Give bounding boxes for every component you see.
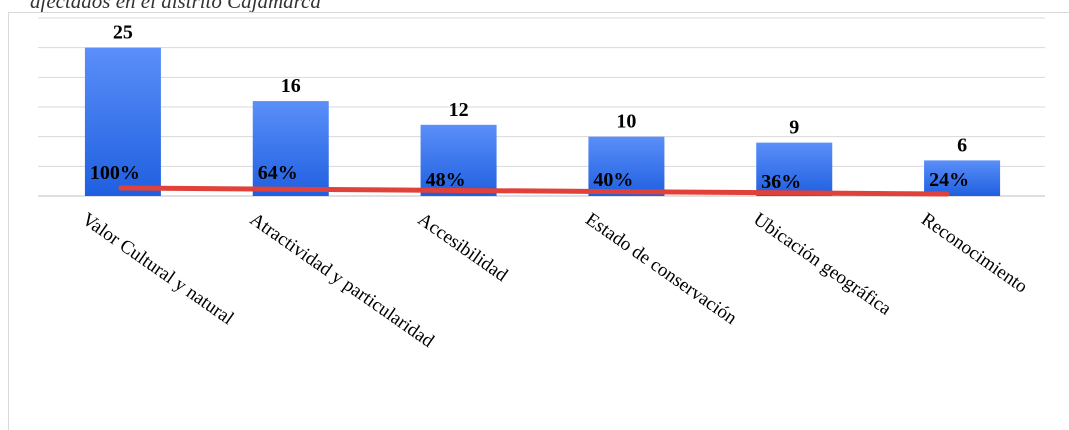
- category-label: Valor Cultural y natural: [78, 209, 237, 329]
- category-labels: Valor Cultural y natural Atractividad y p…: [78, 209, 1031, 352]
- value-label: 6: [957, 134, 967, 156]
- gridlines: [38, 17, 1045, 197]
- value-label: 25: [113, 22, 133, 44]
- bars: [84, 47, 1001, 196]
- bar: [588, 136, 665, 196]
- chart-frame: [8, 12, 1069, 430]
- percent-label: 64%: [258, 162, 298, 184]
- bar: [924, 160, 1001, 196]
- bar: [756, 142, 833, 196]
- percent-label: 100%: [90, 162, 140, 184]
- trend-line: [118, 185, 950, 197]
- category-label: Estado de conservación: [582, 209, 741, 329]
- bar: [84, 47, 161, 196]
- value-label: 9: [789, 117, 799, 139]
- percent-label: 48%: [426, 169, 466, 191]
- value-label: 12: [449, 99, 469, 121]
- value-label: 16: [281, 75, 301, 97]
- chart-title: afectados en el distrito Cajamarca: [30, 0, 321, 13]
- category-label: Reconocimiento: [917, 209, 1031, 298]
- percent-labels: 100% 64% 48% 40% 36% 24%: [90, 162, 969, 193]
- percent-label: 36%: [761, 171, 801, 193]
- percent-label: 40%: [593, 169, 633, 191]
- value-labels: 25 16 12 10 9 6: [113, 22, 967, 157]
- category-label: Ubicación geográfica: [749, 209, 895, 320]
- category-label: Atractividad y particularidad: [246, 209, 438, 352]
- category-label: Accesibilidad: [414, 209, 512, 286]
- bar: [252, 101, 329, 196]
- value-label: 10: [616, 111, 636, 133]
- trend-line-group: [118, 185, 950, 197]
- bar: [420, 124, 497, 196]
- percent-label: 24%: [929, 169, 969, 191]
